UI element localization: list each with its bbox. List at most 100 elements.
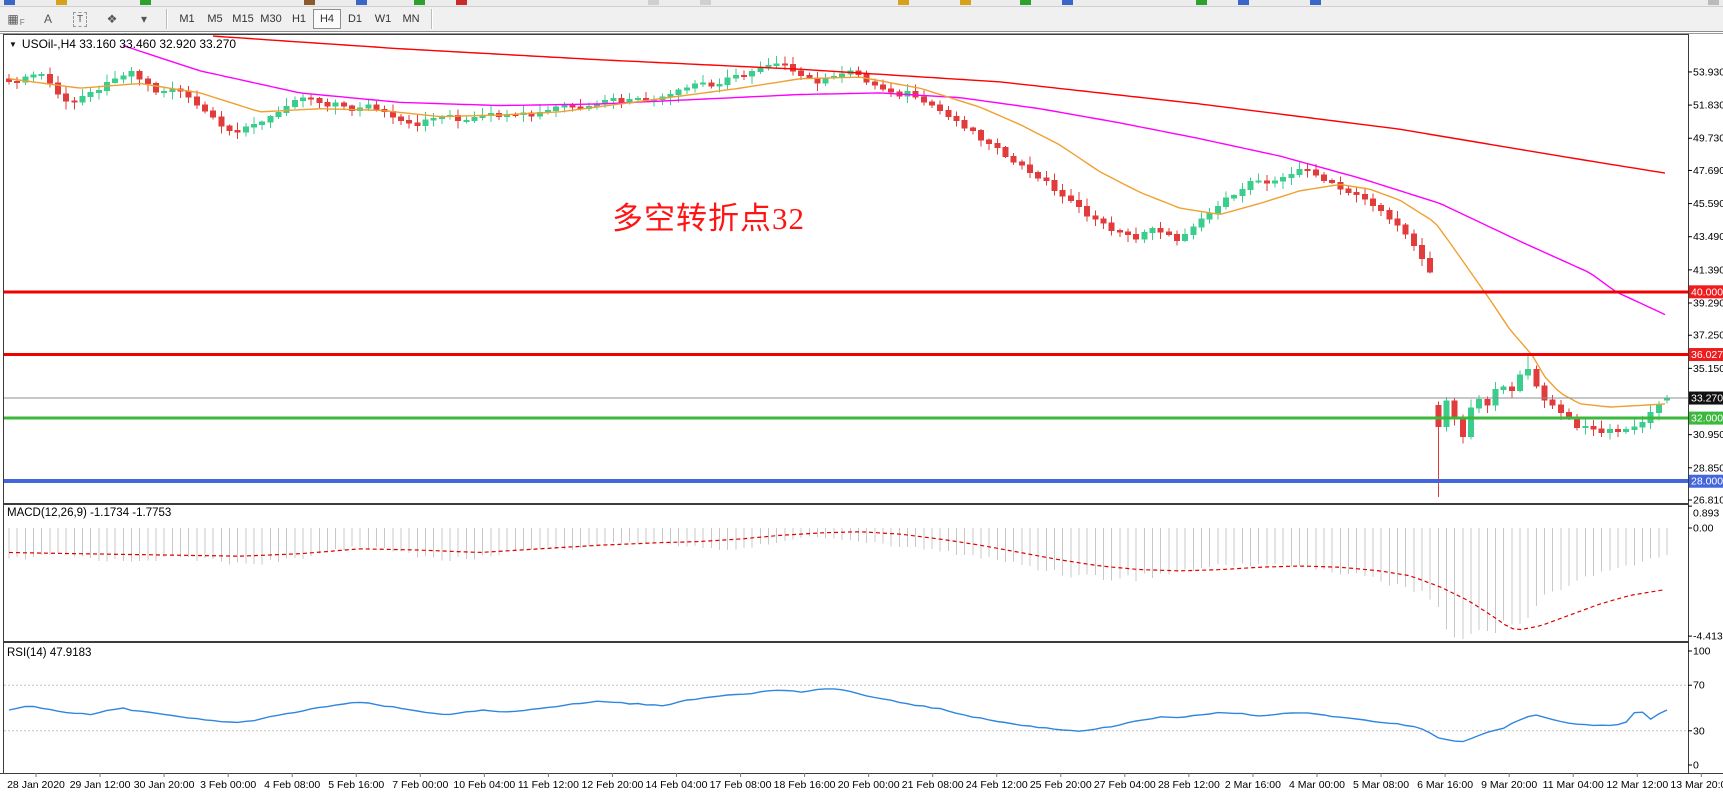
candle <box>1100 216 1107 229</box>
candle <box>610 93 617 109</box>
rsi-indicator-label: RSI(14) 47.9183 <box>7 647 92 659</box>
candle <box>1198 212 1205 232</box>
ma-orange-line <box>8 76 1666 408</box>
candle <box>1606 424 1613 440</box>
chart-title-dropdown-icon[interactable]: ▼ <box>9 39 17 49</box>
cropped-toolbar-icon <box>960 0 971 5</box>
toolbar-overflow-strip <box>0 0 1723 7</box>
date-axis[interactable]: 28 Jan 2020 29 Jan 12:00 30 Jan 20:00 3 Feb… <box>0 773 1723 791</box>
candle <box>398 113 405 125</box>
candle <box>528 110 535 122</box>
candle <box>928 99 935 108</box>
candle <box>1124 228 1131 242</box>
candle <box>920 90 927 106</box>
timeframe-button-d1[interactable]: D1 <box>347 13 363 25</box>
candle <box>1222 191 1229 210</box>
candle <box>1133 227 1140 243</box>
svg-text:33.270: 33.270 <box>1691 393 1723 405</box>
cropped-toolbar-icon <box>56 0 67 5</box>
candle <box>1320 171 1327 183</box>
candle <box>300 92 307 108</box>
timeframe-button-m1[interactable]: M1 <box>179 13 195 25</box>
macd-panel-border <box>3 504 1689 642</box>
svg-text:40.000: 40.000 <box>1691 286 1723 298</box>
candle <box>1614 424 1621 438</box>
price-tick-label: 30.950 <box>1693 429 1723 441</box>
price-tick-label: 51.830 <box>1693 100 1723 112</box>
candle <box>185 86 192 104</box>
indicator-grid-icon[interactable]: ▦ F <box>7 12 25 27</box>
candle <box>1418 237 1425 266</box>
candle <box>1255 173 1262 184</box>
candle <box>1402 222 1409 240</box>
cropped-toolbar-icon <box>1196 0 1207 5</box>
rsi-tick-label: 0 <box>1693 760 1699 772</box>
date-tick-label: 12 Feb 20:00 <box>582 779 644 791</box>
text-box-icon[interactable]: T <box>65 9 95 29</box>
rsi-tick-label: 30 <box>1693 725 1705 737</box>
candle <box>79 88 86 106</box>
candle <box>71 97 78 110</box>
shapes-dropdown-caret[interactable]: ▾ <box>140 12 148 26</box>
price-badge: 28.000 <box>1689 474 1723 488</box>
candle <box>1304 162 1311 178</box>
candle <box>193 90 200 110</box>
date-tick-label: 27 Feb 04:00 <box>1094 779 1156 791</box>
candle <box>1043 170 1050 186</box>
candle <box>700 75 707 87</box>
cropped-toolbar-icon <box>1708 0 1719 5</box>
timeframe-button-m5[interactable]: M5 <box>207 13 223 25</box>
candle <box>1329 178 1336 185</box>
cropped-toolbar-icon <box>140 0 151 5</box>
candle <box>1492 382 1499 411</box>
date-tick-label: 3 Feb 00:00 <box>200 779 256 791</box>
candle <box>316 96 323 108</box>
timeframe-button-mn[interactable]: MN <box>402 13 420 25</box>
timeframe-button-w1[interactable]: W1 <box>374 13 392 25</box>
timeframe-button-m30[interactable]: M30 <box>260 13 282 25</box>
candle <box>471 111 478 123</box>
date-tick-label: 4 Feb 08:00 <box>264 779 320 791</box>
date-tick-label: 20 Feb 00:00 <box>838 779 900 791</box>
candle <box>1018 159 1025 170</box>
candle <box>234 122 241 140</box>
candle <box>1157 221 1164 240</box>
candle <box>136 69 143 86</box>
candle <box>512 112 519 118</box>
candle <box>153 81 160 95</box>
main-panel-border <box>3 34 1689 504</box>
candle <box>1623 426 1630 435</box>
timeframe-button-m15[interactable]: M15 <box>232 13 254 25</box>
timeframe-button-h1[interactable]: H1 <box>291 13 307 25</box>
candle <box>1092 210 1099 226</box>
text-annotation-icon[interactable]: A <box>43 12 52 26</box>
macd-histogram[interactable] <box>8 528 1668 639</box>
candle <box>1467 399 1474 440</box>
candles-layer[interactable] <box>6 56 1670 498</box>
macd-tick-label: 0.893 <box>1693 508 1719 520</box>
candle <box>1206 207 1213 224</box>
price-axis[interactable]: 53.930 51.830 49.730 47.690 45.590 43.490 41.3… <box>1688 66 1723 772</box>
cropped-toolbar-icon <box>1238 0 1249 5</box>
candle <box>839 66 846 84</box>
candle <box>986 138 993 150</box>
candle <box>1214 200 1221 220</box>
shapes-arrows-icon[interactable]: ❖ <box>106 12 118 26</box>
date-tick-label: 6 Mar 16:00 <box>1417 779 1473 791</box>
date-tick-label: 17 Feb 08:00 <box>710 779 772 791</box>
candle <box>1516 370 1523 393</box>
date-tick-label: 18 Feb 16:00 <box>774 779 836 791</box>
timeframe-button-h4[interactable]: H4 <box>313 9 341 29</box>
price-tick-label: 37.250 <box>1693 330 1723 342</box>
candle <box>169 81 176 100</box>
candle <box>202 101 209 114</box>
candle <box>1386 207 1393 224</box>
price-tick-label: 49.730 <box>1693 133 1723 145</box>
candle <box>1484 396 1491 413</box>
candle <box>22 73 29 85</box>
candle <box>822 73 829 86</box>
candle <box>1247 177 1254 195</box>
candle <box>177 85 184 99</box>
